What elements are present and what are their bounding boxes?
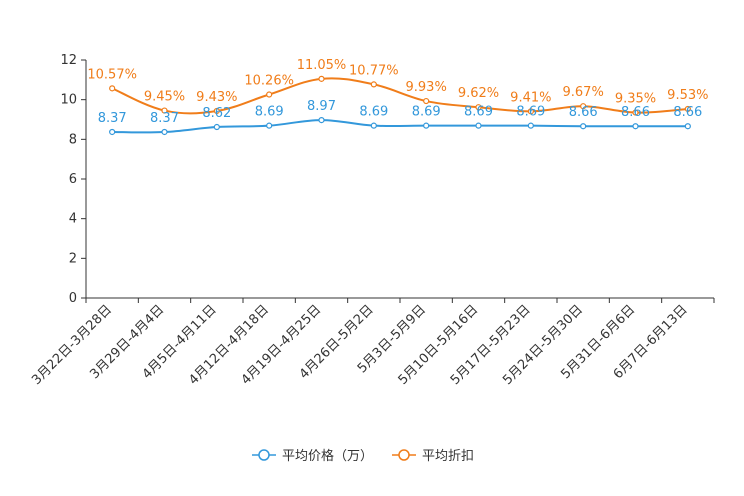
series-layer [109, 75, 691, 136]
data-point [580, 103, 587, 110]
y-tick-label: 10 [60, 93, 77, 108]
data-label: 10.57% [87, 67, 137, 82]
data-point [109, 85, 116, 92]
legend-item-2[interactable]: 平均折扣 [392, 449, 474, 464]
data-label: 9.43% [196, 90, 237, 105]
data-label: 8.37 [150, 111, 179, 126]
data-label: 9.41% [510, 90, 551, 105]
y-tick-label: 0 [69, 291, 77, 306]
data-point [370, 81, 377, 88]
data-point [266, 122, 273, 129]
series-line-1 [112, 119, 688, 134]
data-label: 9.93% [406, 80, 447, 95]
data-point [684, 123, 691, 130]
data-label: 8.66 [673, 105, 702, 120]
data-label: 8.97 [307, 99, 336, 114]
legend-item-1[interactable]: 平均价格（万） [252, 448, 373, 464]
data-point [423, 122, 430, 129]
data-point [580, 123, 587, 130]
legend-marker-icon [398, 449, 410, 461]
data-point [266, 91, 273, 98]
legend-marker-icon [258, 449, 270, 461]
data-point [423, 97, 430, 105]
data-label: 9.35% [615, 92, 656, 107]
data-label: 9.53% [667, 88, 708, 103]
data-label: 8.66 [621, 105, 650, 120]
data-label: 8.69 [464, 105, 493, 120]
data-label: 8.62 [202, 106, 231, 121]
data-point [475, 122, 482, 129]
y-tick-label: 6 [69, 172, 77, 187]
data-label: 8.66 [569, 105, 598, 120]
data-point [632, 123, 639, 130]
legend-label: 平均折扣 [422, 449, 474, 464]
y-tick-label: 12 [60, 53, 77, 68]
legend-label: 平均价格（万） [282, 448, 373, 464]
y-tick-label: 8 [69, 132, 77, 147]
data-labels-layer: 8.37 8.37 8.62 8.69 8.97 8.69 8.69 8.69 8.69 8.66… [87, 58, 708, 126]
data-point [161, 107, 168, 114]
data-label: 8.69 [412, 105, 441, 120]
data-label: 8.69 [516, 105, 545, 120]
data-point [527, 108, 534, 115]
data-point [213, 123, 220, 131]
data-point [109, 128, 116, 136]
chart-legend[interactable]: 平均价格（万） 平均折扣 [252, 448, 474, 464]
data-label: 9.45% [144, 90, 185, 105]
data-point [318, 116, 325, 124]
series-line-2 [111, 77, 688, 115]
data-label: 8.69 [359, 105, 388, 120]
y-tick-label: 4 [69, 212, 77, 227]
data-label: 9.67% [563, 85, 604, 100]
y-tick-label: 2 [69, 251, 77, 266]
data-label: 9.62% [458, 86, 499, 101]
data-point [632, 109, 639, 116]
data-label: 8.37 [98, 111, 127, 126]
data-label: 8.69 [255, 105, 284, 120]
data-point [475, 104, 482, 111]
data-label: 10.26% [244, 74, 294, 89]
data-point [161, 128, 168, 136]
data-label: 10.77% [349, 63, 399, 78]
data-point [527, 122, 534, 129]
chart-axes: 0246810123月22日-3月28日3月29日-4月4日4月5日-4月11日… [29, 53, 715, 388]
data-point [370, 122, 377, 129]
data-point [684, 105, 691, 113]
data-point [213, 107, 220, 115]
data-point [318, 75, 325, 82]
data-label: 11.05% [297, 58, 347, 73]
